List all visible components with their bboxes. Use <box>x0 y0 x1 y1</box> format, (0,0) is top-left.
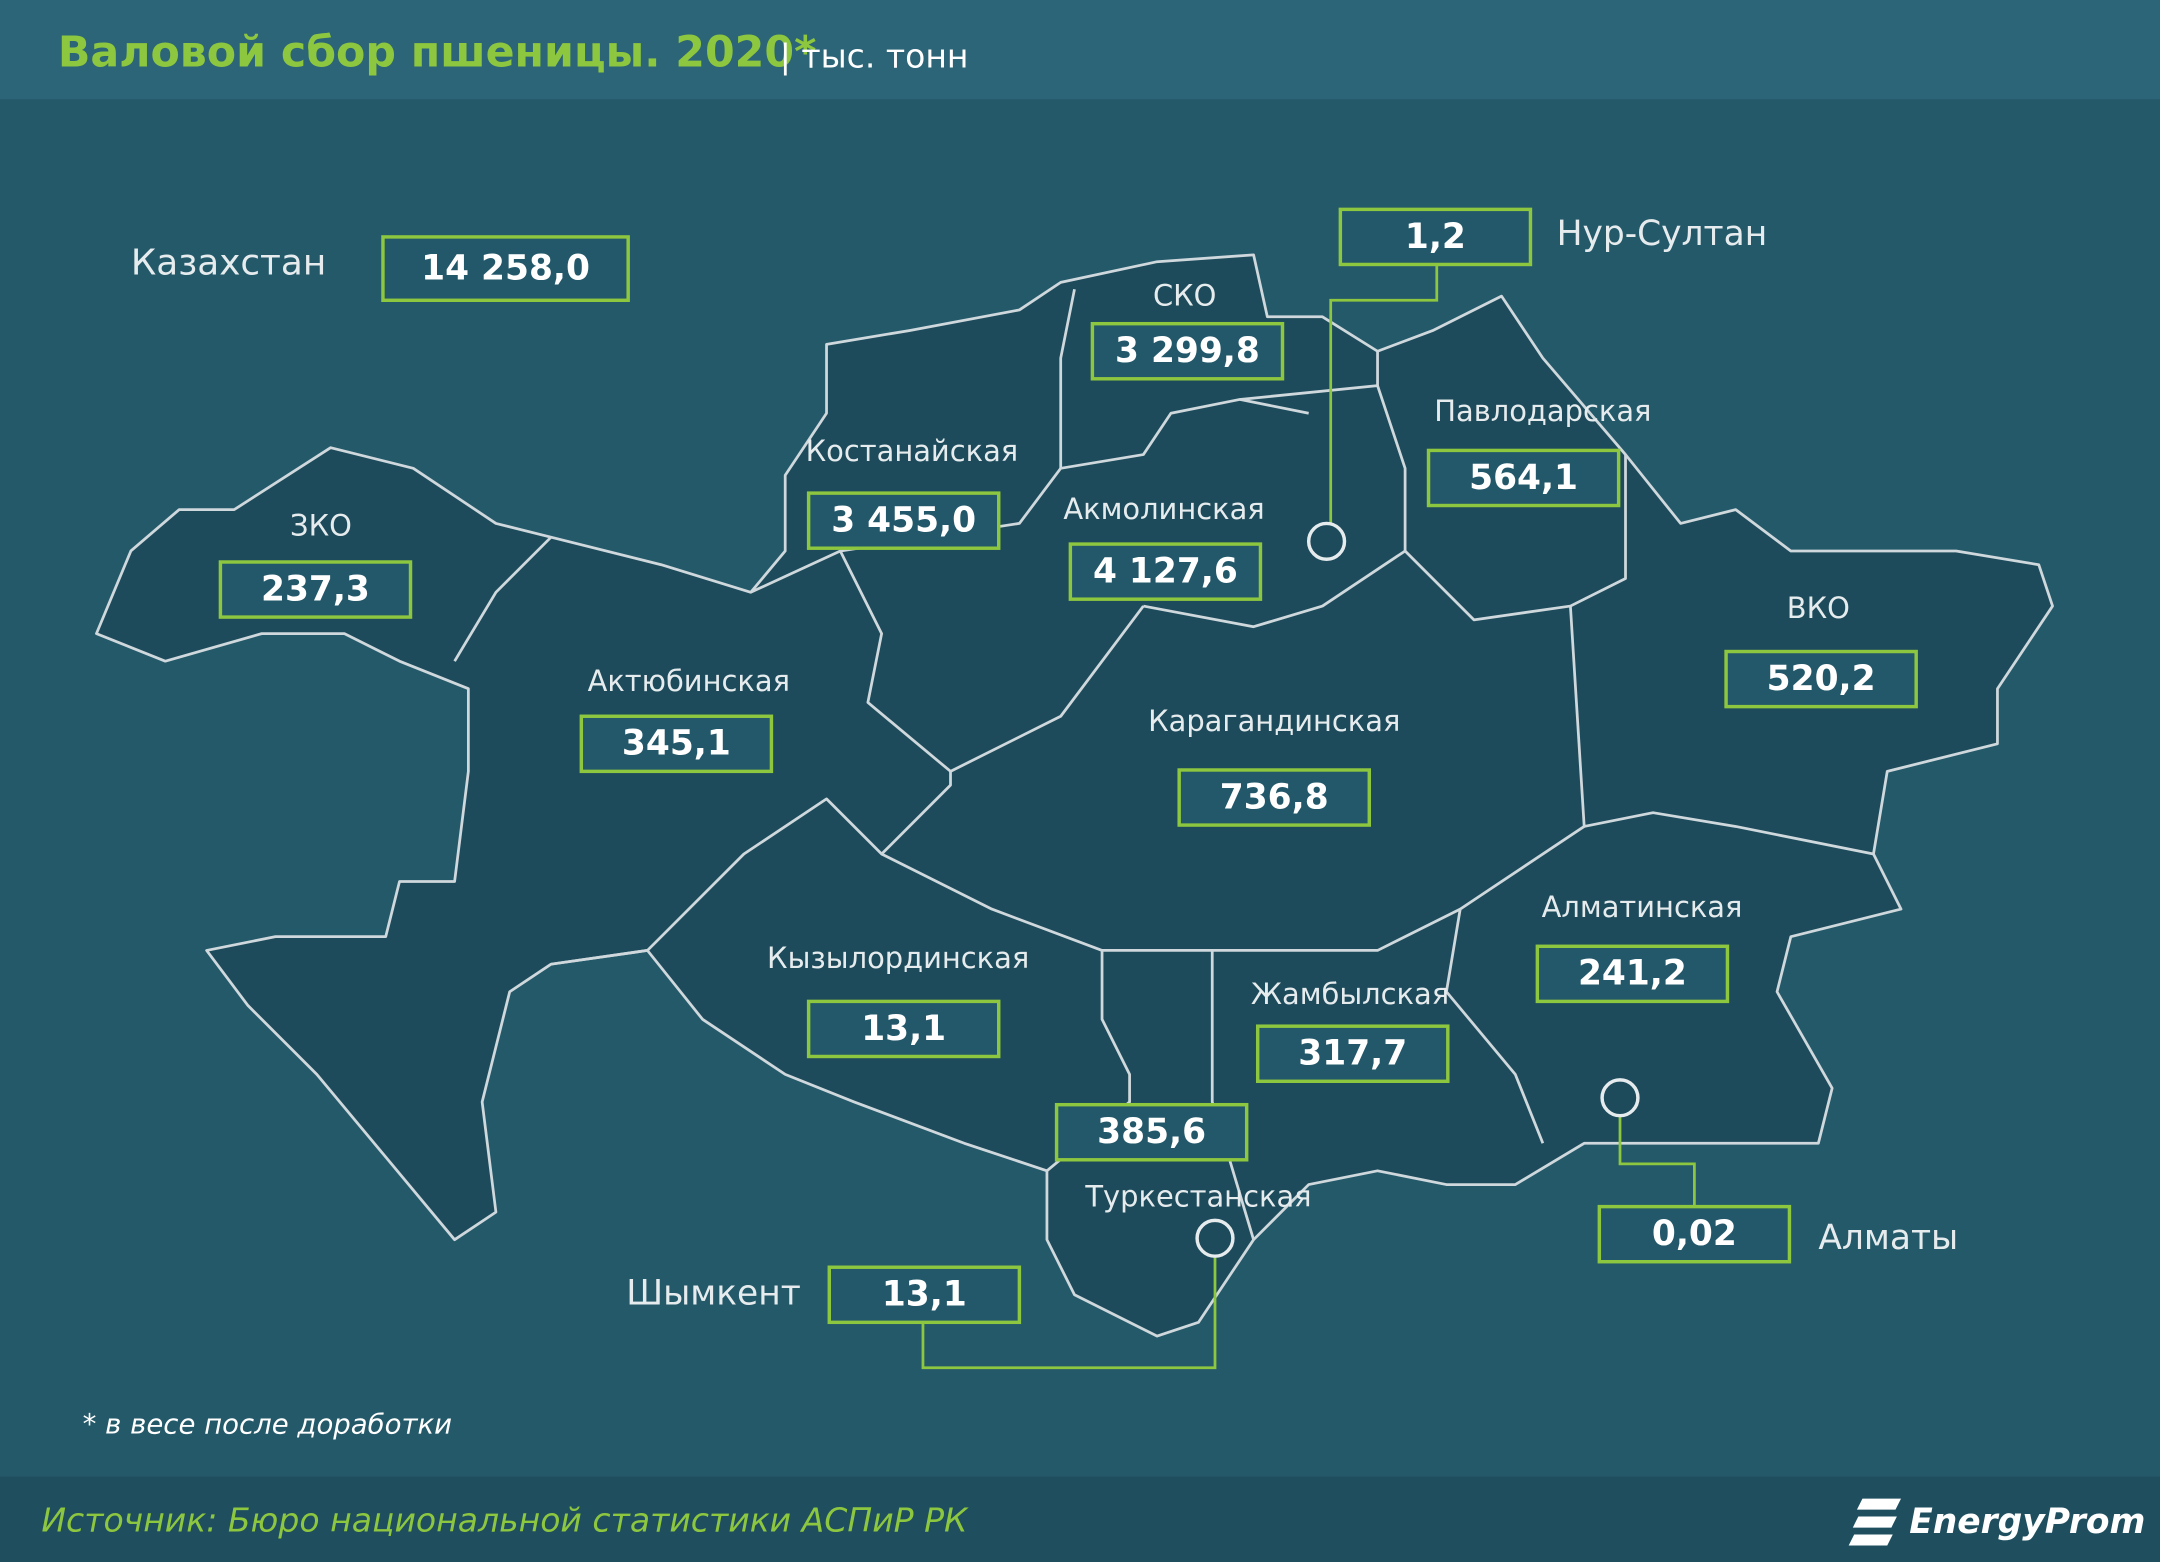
value-box <box>1535 944 1730 1004</box>
value-label: 4 127,6 <box>1093 552 1238 592</box>
logo: EnergyProm <box>1848 1498 2145 1546</box>
value-box <box>218 560 413 619</box>
value-label: 241,2 <box>1578 954 1687 994</box>
value-box <box>1338 207 1533 267</box>
footnote: * в весе после доработки <box>83 1409 452 1441</box>
city-name: Шымкент <box>626 1273 800 1313</box>
region-name: Алматинская <box>1542 890 1743 924</box>
source: Источник: Бюро национальной статистики А… <box>41 1501 969 1540</box>
country-label: Казахстан <box>131 242 326 283</box>
value-box <box>827 1265 1022 1325</box>
region-name: Актюбинская <box>588 664 790 698</box>
value-box <box>1597 1204 1792 1264</box>
value-label: 345,1 <box>622 724 731 764</box>
region-name: Туркестанская <box>1084 1179 1311 1213</box>
country-outline <box>95 253 2054 1338</box>
value-box <box>1724 649 1918 709</box>
value-label: 385,6 <box>1097 1112 1206 1152</box>
value-label: 237,3 <box>261 569 370 609</box>
value-label: 736,8 <box>1220 777 1329 817</box>
region-name: СКО <box>1153 279 1216 313</box>
value-label: 520,2 <box>1767 659 1876 699</box>
value-label: 0,02 <box>1652 1214 1737 1254</box>
value-label: 3 299,8 <box>1115 331 1260 371</box>
unit: | тыс. тонн <box>780 36 969 75</box>
region-name: Кызылординская <box>767 941 1029 975</box>
value-label: 13,1 <box>882 1275 967 1315</box>
value-label: 564,1 <box>1469 458 1578 498</box>
value-box <box>579 714 774 774</box>
value-box <box>1090 321 1285 381</box>
region-borders <box>453 288 1874 1241</box>
city-name: Нур-Султан <box>1557 214 1768 254</box>
title: Валовой сбор пшеницы. 2020* <box>58 28 817 78</box>
region-name: Карагандинская <box>1148 704 1400 738</box>
value-box <box>806 491 1001 550</box>
footer-band <box>0 1476 2160 1562</box>
region-name: Костанайская <box>806 434 1019 468</box>
region-name: Жамбылская <box>1251 977 1449 1011</box>
value-box <box>1054 1102 1249 1162</box>
value-box <box>1426 448 1621 508</box>
value-box <box>1068 542 1263 601</box>
value-label: 317,7 <box>1298 1034 1407 1074</box>
value-box <box>1177 768 1372 827</box>
logo-text: EnergyProm <box>1909 1502 2145 1542</box>
connectors <box>921 264 1696 1370</box>
region-name: ЗКО <box>290 509 352 543</box>
value-label: 3 455,0 <box>831 501 976 541</box>
value-label: 1,2 <box>1405 217 1466 257</box>
value-box <box>806 999 1001 1059</box>
value-label: 13,1 <box>861 1009 946 1049</box>
value-label: 14 258,0 <box>421 248 590 288</box>
value-box <box>1255 1024 1450 1084</box>
region-name: Акмолинская <box>1063 492 1264 526</box>
region-name: ВКО <box>1787 591 1850 625</box>
city-name: Алматы <box>1818 1218 1958 1258</box>
region-name: Павлодарская <box>1434 394 1651 428</box>
value-box <box>381 235 630 303</box>
header-band <box>0 0 2160 100</box>
